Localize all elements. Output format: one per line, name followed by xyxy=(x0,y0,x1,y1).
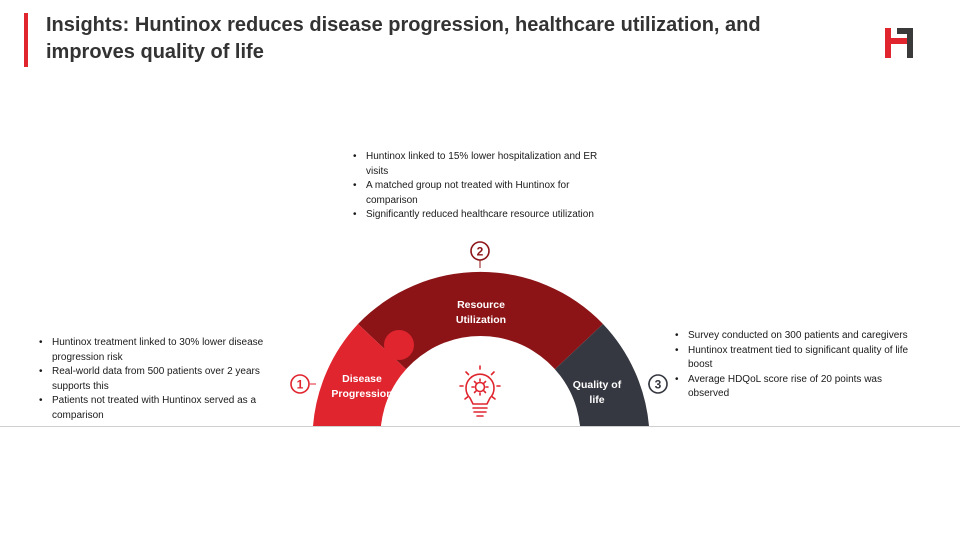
quality-of-life-bullets: Survey conducted on 300 patients and car… xyxy=(674,329,924,402)
lightbulb-gear-icon xyxy=(459,365,501,417)
bullet-item: Patients not treated with Huntinox serve… xyxy=(38,394,270,423)
bullet-item: Survey conducted on 300 patients and car… xyxy=(674,329,924,344)
segment-label-disease-line1: Disease xyxy=(342,373,382,385)
bullet-item: Real-world data from 500 patients over 2… xyxy=(38,365,270,394)
bullet-item: Significantly reduced healthcare resourc… xyxy=(352,208,614,223)
segment-quality-of-life xyxy=(552,324,649,426)
puzzle-knob-left xyxy=(384,330,414,360)
bullet-item: A matched group not treated with Huntino… xyxy=(352,179,614,208)
segment-label-disease-line2: Progression xyxy=(331,388,392,400)
marker-3-number: 3 xyxy=(655,378,662,392)
title-accent-bar xyxy=(24,13,28,67)
marker-3-circle xyxy=(648,374,668,394)
segment-label-quality-line1: Quality of xyxy=(573,379,622,391)
resource-utilization-bullets: Huntinox linked to 15% lower hospitaliza… xyxy=(352,150,614,223)
segment-label-quality-line2: life xyxy=(589,394,604,406)
puzzle-knob-right xyxy=(546,324,578,356)
disease-progression-bullets: Huntinox treatment linked to 30% lower d… xyxy=(38,336,270,424)
bullet-item: Average HDQoL score rise of 20 points wa… xyxy=(674,373,924,402)
marker-2-number: 2 xyxy=(477,245,484,259)
segment-label-resource-line1: Resource xyxy=(457,299,505,311)
marker-2-circle xyxy=(470,241,490,261)
baseline-divider xyxy=(0,426,960,427)
segment-resource-utilization xyxy=(358,271,603,372)
bullet-item: Huntinox treatment linked to 30% lower d… xyxy=(38,336,270,365)
marker-1-circle xyxy=(290,374,310,394)
marker-1-number: 1 xyxy=(297,378,304,392)
page-title: Insights: Huntinox reduces disease progr… xyxy=(46,14,761,63)
brand-logo-icon xyxy=(885,28,913,58)
bullet-item: Huntinox treatment tied to significant q… xyxy=(674,344,924,373)
bullet-item: Huntinox linked to 15% lower hospitaliza… xyxy=(352,150,614,179)
segment-label-resource-line2: Utilization xyxy=(456,314,506,326)
